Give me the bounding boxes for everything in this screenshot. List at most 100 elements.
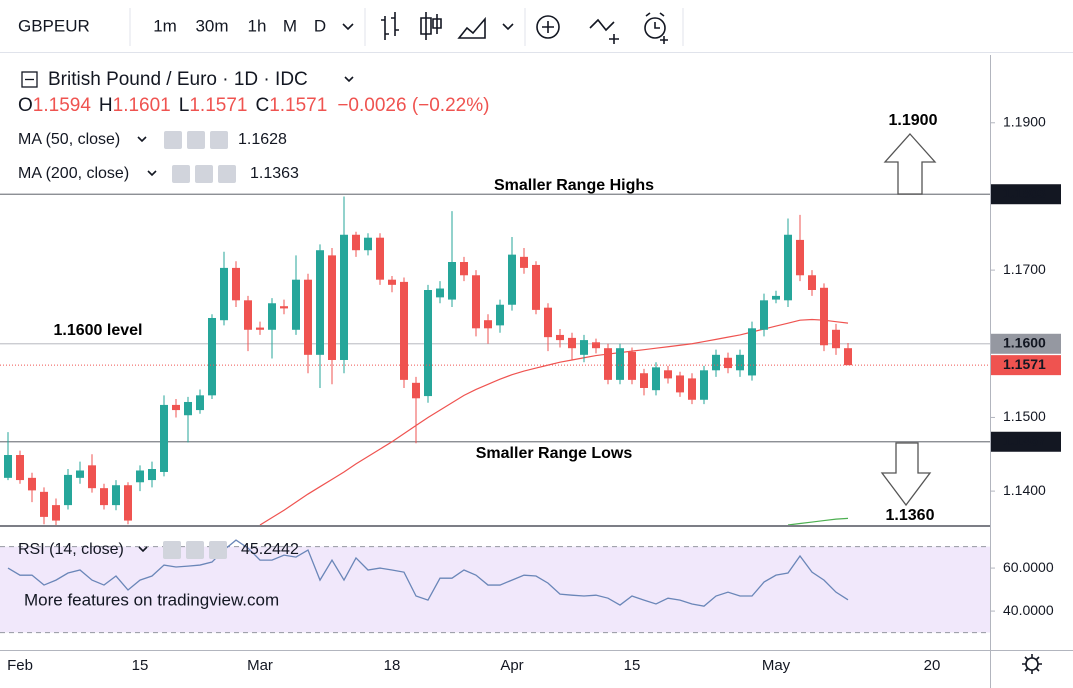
candle-body xyxy=(328,255,336,360)
compare-button[interactable] xyxy=(536,15,560,39)
eye-button[interactable] xyxy=(172,165,190,183)
remove-button[interactable] xyxy=(210,131,228,149)
low-value: 1.1571 xyxy=(189,95,247,116)
rsi-legend: RSI (14, close) 45.2442 More features on… xyxy=(18,541,299,609)
candle-body xyxy=(52,505,60,521)
candle-body xyxy=(760,300,768,330)
ohlc-letter: C xyxy=(255,95,269,116)
candle-body xyxy=(796,239,804,276)
candle-body xyxy=(472,275,480,329)
candle-body xyxy=(508,254,516,305)
candle-body xyxy=(220,267,228,321)
level-badge xyxy=(991,184,1061,205)
gear-button[interactable] xyxy=(187,131,205,149)
interval-button[interactable]: M xyxy=(283,16,297,35)
x-tick-label: Apr xyxy=(500,657,523,674)
candle-body xyxy=(160,404,168,472)
candle-body xyxy=(652,367,660,391)
candle-body xyxy=(532,264,540,310)
close-value: 1.1571 xyxy=(269,95,327,116)
line xyxy=(259,318,849,525)
style-dropdown[interactable] xyxy=(502,23,514,31)
candle-body xyxy=(136,470,144,483)
ohlc-letter: H xyxy=(99,95,113,116)
candle-body xyxy=(604,348,612,380)
level-label: 1.1467 xyxy=(1003,432,1046,448)
x-tick-label: 18 xyxy=(384,657,401,674)
candle-body xyxy=(640,373,648,388)
bars-style-button[interactable] xyxy=(381,12,399,40)
interval-button[interactable]: D xyxy=(314,16,326,35)
down-arrow xyxy=(880,442,932,507)
alert-button[interactable] xyxy=(644,17,666,39)
level-badge xyxy=(991,431,1061,452)
candle-body xyxy=(820,287,828,346)
candle-body xyxy=(484,320,492,329)
candle-body xyxy=(232,267,240,301)
candle-body xyxy=(424,290,432,397)
remove-button[interactable] xyxy=(209,541,227,559)
watermark[interactable]: More features on tradingview.com xyxy=(24,590,279,609)
up-arrow xyxy=(883,133,937,195)
line xyxy=(7,539,849,607)
toolbar: GBPEUR 1m 30m 1h M D xyxy=(0,0,1073,53)
candle-body xyxy=(808,275,816,290)
interval-button[interactable]: 1h xyxy=(248,16,267,35)
alert-icon xyxy=(645,12,668,44)
candle-body xyxy=(184,401,192,416)
legend-dropdown[interactable] xyxy=(137,136,147,143)
high-value: 1.1601 xyxy=(113,95,171,116)
compare-plus xyxy=(542,21,554,33)
annotation: Smaller Range Lows xyxy=(476,445,633,462)
candle-body xyxy=(76,470,84,478)
legend-dropdown[interactable] xyxy=(138,546,148,553)
candle-body xyxy=(784,234,792,301)
eye-button[interactable] xyxy=(163,541,181,559)
annotation: 1.1600 level xyxy=(54,322,143,339)
legend-buttons xyxy=(164,131,228,149)
eye-button[interactable] xyxy=(164,131,182,149)
candle-body xyxy=(556,334,564,341)
x-tick-label: Mar xyxy=(247,657,273,674)
candle-body xyxy=(496,304,504,326)
candle-body xyxy=(88,465,96,489)
annotation: Smaller Range Highs xyxy=(494,177,654,194)
indicators-button[interactable] xyxy=(589,18,619,44)
candle-body xyxy=(736,354,744,371)
gear-button[interactable] xyxy=(186,541,204,559)
area-style-button[interactable] xyxy=(457,16,486,39)
gear-button[interactable] xyxy=(195,165,213,183)
legend-dropdown[interactable] xyxy=(147,170,157,177)
ohlc-letter: L xyxy=(179,95,190,116)
candles-style-button[interactable] xyxy=(420,12,442,40)
interval-button[interactable]: 30m xyxy=(195,16,228,35)
candle-body xyxy=(520,256,528,268)
symbol[interactable]: GBPEUR xyxy=(18,16,90,35)
candle-body xyxy=(772,295,780,300)
title-dropdown[interactable] xyxy=(344,76,354,83)
x-tick-label: Feb xyxy=(7,657,33,674)
legend-buttons xyxy=(172,165,236,183)
interval-dropdown[interactable] xyxy=(342,23,354,31)
interval-button[interactable]: 1m xyxy=(153,16,177,35)
candle-body xyxy=(712,354,720,371)
candle-body xyxy=(244,300,252,330)
candle-body xyxy=(388,279,396,285)
level-badge xyxy=(991,333,1061,354)
candle-body xyxy=(256,327,264,330)
candle-body xyxy=(628,351,636,380)
main-pane xyxy=(0,193,990,525)
settings-icon xyxy=(1022,654,1042,674)
candle-body xyxy=(112,485,120,506)
candle-body xyxy=(592,342,600,349)
candle-body xyxy=(676,375,684,393)
candle-body xyxy=(64,474,72,506)
candle-body xyxy=(448,262,456,300)
candle-body xyxy=(832,329,840,349)
line xyxy=(787,517,849,525)
collapse-icon[interactable] xyxy=(21,71,38,88)
candle-body xyxy=(664,370,672,379)
remove-button[interactable] xyxy=(218,165,236,183)
